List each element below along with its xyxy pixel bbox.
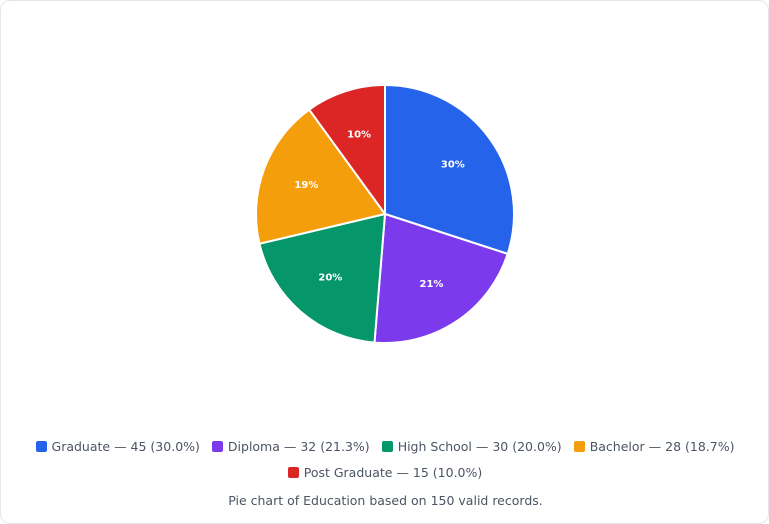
legend-label: High School — 30 (20.0%): [397, 438, 562, 454]
legend-swatch: [381, 440, 393, 452]
slice-label: 10%: [347, 129, 371, 140]
legend-item: Diploma — 32 (21.3%): [211, 437, 370, 455]
legend-swatch: [573, 440, 585, 452]
legend-item: High School — 30 (20.0%): [381, 437, 562, 455]
pie-chart: 30% 21% 20% 19% 10%: [255, 83, 515, 344]
legend-swatch: [35, 440, 47, 452]
legend-label: Post Graduate — 15 (10.0%): [303, 464, 483, 480]
legend-label: Bachelor — 28 (18.7%): [589, 438, 735, 454]
slice-label: 30%: [441, 160, 465, 171]
caption: Pie chart of Education based on 150 vali…: [228, 493, 543, 508]
pie-slice: [373, 212, 509, 344]
legend-item: Bachelor — 28 (18.7%): [573, 437, 735, 455]
legend-label: Graduate — 45 (30.0%): [51, 438, 200, 454]
legend-item: Graduate — 45 (30.0%): [35, 437, 200, 455]
pie-slice: [307, 83, 386, 218]
pie-slice: [258, 212, 387, 344]
legend: Graduate — 45 (30.0%) Diploma — 32 (21.3%…: [35, 437, 735, 481]
slice-label: 19%: [294, 180, 318, 191]
pie-slice: [384, 83, 515, 256]
slice-label: 21%: [420, 279, 444, 290]
legend-swatch: [211, 440, 223, 452]
legend-swatch: [287, 466, 299, 478]
legend-label: Diploma — 32 (21.3%): [227, 438, 370, 454]
legend-item: Post Graduate — 15 (10.0%): [287, 463, 483, 481]
pie-slice: [255, 108, 387, 245]
slice-label: 20%: [318, 273, 342, 284]
